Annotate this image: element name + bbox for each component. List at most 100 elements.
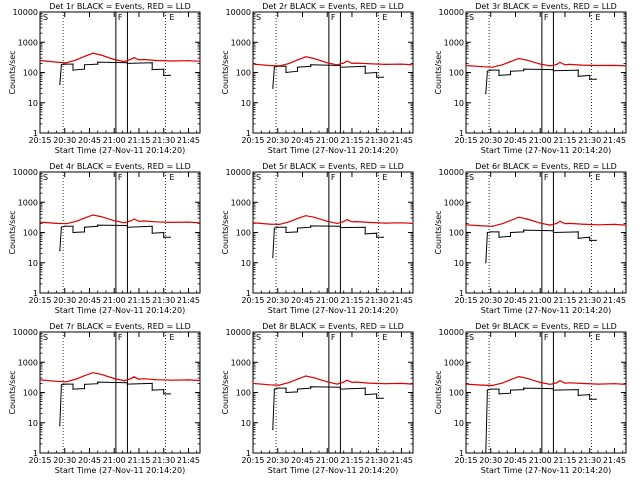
data-point-events: [72, 69, 74, 71]
data-point-lld: [465, 383, 467, 385]
data-point-lld: [400, 63, 403, 65]
data-point-lld: [288, 221, 290, 223]
data-point-events: [126, 382, 128, 384]
x-tick-label: 21:00: [103, 456, 126, 465]
x-tick-label: 21:15: [127, 456, 150, 465]
data-point-lld: [65, 62, 67, 64]
chart-title: Det 7r BLACK = Events, RED = LLD: [49, 322, 191, 331]
data-point-lld: [171, 60, 173, 62]
data-point-lld: [100, 216, 102, 218]
data-point-events: [60, 226, 63, 228]
data-point-lld: [138, 220, 140, 222]
data-point-events: [126, 383, 128, 385]
data-point-lld: [346, 379, 348, 381]
series-line-lld: [252, 375, 414, 386]
data-point-events: [163, 231, 165, 234]
data-point-events: [72, 231, 74, 234]
data-point-lld: [351, 381, 353, 383]
data-point-events: [169, 74, 171, 76]
y-tick-label: 10000: [226, 328, 251, 337]
data-point-events: [589, 78, 591, 80]
data-point-events: [509, 392, 512, 394]
end-marker-letter: E: [169, 173, 174, 182]
x-tick-label: 20:30: [479, 456, 502, 465]
x-tick-label: 20:15: [28, 456, 51, 465]
data-point-events: [509, 231, 512, 234]
x-tick-label: 21:45: [603, 456, 626, 465]
data-point-events: [498, 236, 500, 238]
data-point-lld: [100, 373, 102, 375]
data-point-events: [552, 70, 554, 72]
y-tick-label: 1000: [444, 198, 464, 207]
x-tick-label: 20:15: [454, 136, 477, 145]
series-line-events: [59, 224, 171, 251]
data-point-events: [376, 232, 378, 234]
start-marker-letter: S: [469, 173, 474, 182]
start-marker-letter: S: [469, 333, 474, 342]
data-point-lld: [367, 63, 370, 65]
data-point-events: [577, 75, 579, 77]
data-point-lld: [564, 64, 566, 66]
data-point-events: [285, 65, 287, 67]
y-tick-label: 1: [459, 289, 464, 298]
data-point-lld: [346, 219, 348, 221]
x-tick-label: 20:45: [78, 456, 101, 465]
x-tick-label: 21:45: [177, 296, 200, 305]
series-line-events: [272, 64, 384, 89]
data-point-lld: [305, 375, 307, 377]
data-point-events: [595, 239, 597, 241]
x-tick-label: 21:00: [103, 296, 126, 305]
data-point-lld: [55, 61, 58, 63]
x-tick-label: 21:45: [177, 136, 200, 145]
data-point-events: [310, 64, 312, 66]
x-tick-label: 20:15: [241, 136, 264, 145]
data-point-lld: [559, 380, 561, 382]
x-axis-label: Start Time (27-Nov-11 20:14:20): [55, 306, 185, 315]
y-tick-label: 1: [246, 449, 251, 458]
data-point-lld: [356, 381, 358, 383]
y-tick-label: 10: [28, 419, 38, 428]
data-point-events: [485, 93, 487, 95]
data-point-lld: [130, 378, 132, 380]
data-point-events: [364, 233, 366, 235]
data-point-lld: [526, 218, 528, 220]
data-point-lld: [526, 59, 528, 61]
data-point-lld: [465, 64, 467, 67]
data-point-events: [97, 383, 99, 385]
data-point-events: [382, 236, 384, 238]
data-point-lld: [133, 376, 135, 378]
data-point-lld: [384, 222, 386, 224]
data-point-events: [296, 388, 299, 390]
plot-frame: [465, 331, 627, 454]
data-point-events: [339, 225, 341, 227]
y-tick-label: 100: [23, 229, 38, 238]
data-point-events: [577, 394, 579, 396]
flare-marker-letter: F: [544, 13, 549, 22]
detector-panel: Det 9r BLACK = Events, RED = LLD 1 10 100 10…: [426, 320, 639, 480]
data-point-lld: [481, 384, 484, 386]
series-line-events: [59, 381, 171, 426]
data-point-events: [310, 65, 312, 67]
x-tick-label: 21:15: [127, 296, 150, 305]
data-point-events: [163, 393, 165, 395]
data-point-events: [296, 227, 299, 229]
data-point-lld: [400, 222, 403, 224]
data-point-events: [59, 83, 61, 86]
data-point-events: [151, 232, 153, 234]
data-point-events: [163, 236, 165, 238]
x-tick-label: 21:00: [103, 136, 126, 145]
data-point-events: [83, 231, 86, 233]
data-point-events: [490, 388, 492, 390]
data-point-events: [339, 227, 341, 229]
data-point-lld: [346, 60, 348, 62]
start-marker-letter: S: [256, 173, 261, 182]
x-tick-label: 20:45: [504, 456, 527, 465]
x-tick-label: 21:30: [365, 456, 388, 465]
data-point-lld: [138, 378, 140, 380]
chart-title: Det 1r BLACK = Events, RED = LLD: [49, 2, 191, 11]
data-point-events: [151, 389, 153, 391]
y-tick-label: 10: [454, 419, 464, 428]
detector-panel: Det 7r BLACK = Events, RED = LLD 1 10 100 10…: [0, 320, 213, 480]
x-tick-label: 20:15: [241, 296, 264, 305]
x-tick-label: 21:30: [578, 456, 601, 465]
